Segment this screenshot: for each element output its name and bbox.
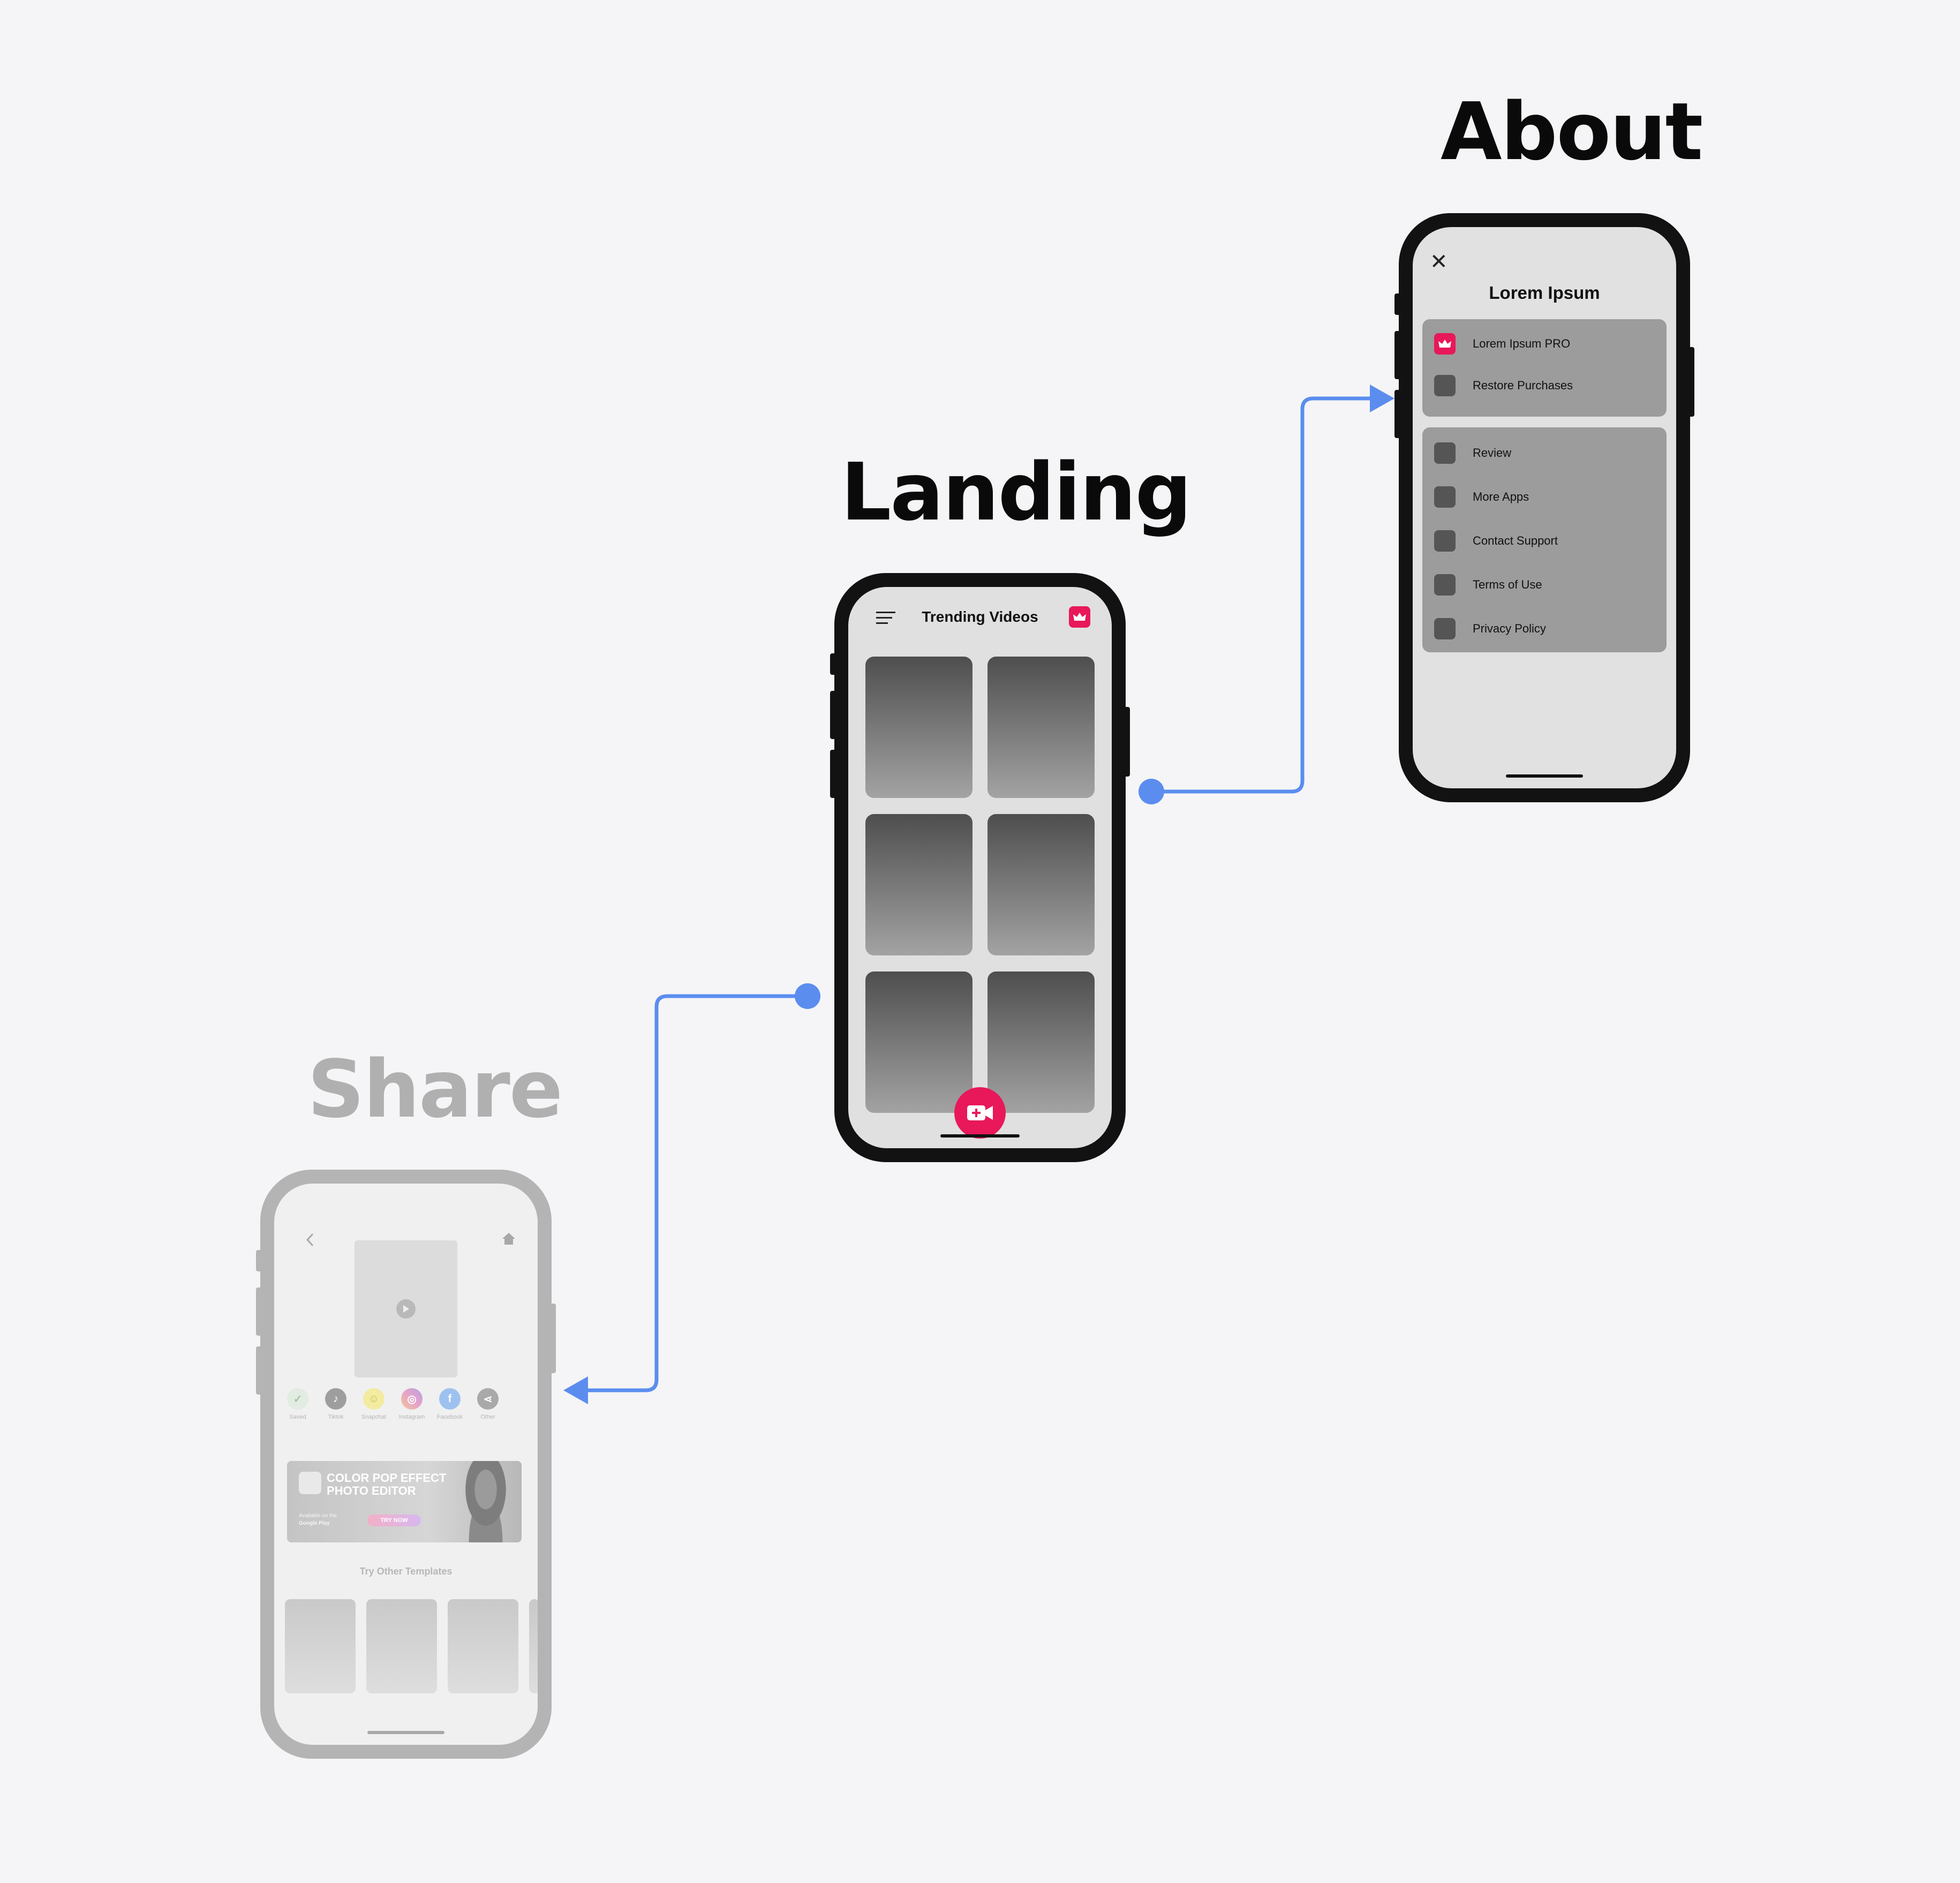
crown-icon[interactable] [1069,606,1090,628]
video-add-icon[interactable] [954,1087,1006,1139]
video-preview[interactable] [355,1240,457,1377]
apps-icon [1434,486,1456,508]
share-other[interactable]: ⋖ Other [472,1388,504,1420]
video-tile[interactable] [865,971,973,1113]
phone-about: ✕ Lorem Ipsum Lorem Ipsum PRO Restore Pu… [1394,213,1694,802]
close-icon[interactable]: ✕ [1430,250,1448,274]
landing-screen: Trending Videos [848,587,1112,1148]
share-facebook[interactable]: f Facebook [434,1388,466,1420]
banner-title-line1: COLOR POP EFFECT [327,1471,447,1485]
about-card-purchases: Lorem Ipsum PRO Restore Purchases [1422,319,1667,417]
phone-landing: Trending Videos [830,573,1130,1162]
crown-icon [1434,333,1456,355]
home-icon[interactable] [501,1232,516,1246]
privacy-icon [1434,618,1456,639]
banner-available: Available on the [299,1513,337,1519]
about-screen: ✕ Lorem Ipsum Lorem Ipsum PRO Restore Pu… [1413,227,1676,788]
banner-title-line2: PHOTO EDITOR [327,1484,416,1497]
instagram-icon: ◎ [401,1388,423,1410]
share-saved[interactable]: ✓ Saved [282,1388,314,1420]
heading-about: About [1441,86,1703,178]
phone-share: ✓ Saved ♪ Tiktok ☺ Snapchat ◎ Instagram … [256,1170,556,1759]
home-indicator [1506,774,1583,778]
template-tile[interactable] [529,1599,538,1693]
menu-item-privacy[interactable]: Privacy Policy [1434,618,1667,639]
terms-icon [1434,574,1456,596]
restore-icon [1434,375,1456,396]
video-tile[interactable] [865,814,973,955]
menu-item-pro[interactable]: Lorem Ipsum PRO [1434,333,1667,355]
share-tiktok[interactable]: ♪ Tiktok [320,1388,352,1420]
menu-item-terms[interactable]: Terms of Use [1434,574,1667,596]
play-icon[interactable] [396,1299,416,1319]
share-snapchat[interactable]: ☺ Snapchat [358,1388,390,1420]
template-tile[interactable] [366,1599,437,1693]
connector-start-dot [1139,779,1164,804]
home-indicator [940,1134,1020,1138]
video-tile[interactable] [865,657,973,798]
try-other-templates-label: Try Other Templates [359,1566,453,1577]
connector-landing-to-about [1151,396,1371,794]
template-tile[interactable] [448,1599,518,1693]
back-icon[interactable] [304,1232,316,1248]
share-icon: ⋖ [477,1388,499,1410]
promo-banner[interactable]: COLOR POP EFFECT PHOTO EDITOR Available … [287,1461,522,1542]
connector-arrowhead [563,1376,588,1404]
video-tile[interactable] [987,814,1095,955]
menu-icon[interactable] [876,612,895,628]
share-instagram[interactable]: ◎ Instagram [396,1388,428,1420]
template-tile[interactable] [285,1599,356,1693]
landing-title: Trending Videos [922,608,1038,625]
banner-portrait [456,1461,515,1542]
connector-start-dot [795,983,820,1009]
home-indicator [367,1731,444,1734]
connector-landing-to-share [587,994,808,1392]
try-now-button[interactable]: TRY NOW [367,1515,421,1526]
review-icon [1434,442,1456,464]
menu-item-contact-support[interactable]: Contact Support [1434,530,1667,552]
support-icon [1434,530,1456,552]
video-tile[interactable] [987,657,1095,798]
about-card-links: Review More Apps Contact Support Terms o… [1422,427,1667,652]
video-tile[interactable] [987,971,1095,1113]
menu-item-more-apps[interactable]: More Apps [1434,486,1667,508]
connector-arrowhead [1370,385,1394,412]
about-title: Lorem Ipsum [1489,283,1600,303]
heading-landing: Landing [841,446,1192,538]
facebook-icon: f [439,1388,461,1410]
check-icon: ✓ [287,1388,308,1410]
menu-item-review[interactable]: Review [1434,442,1667,464]
snapchat-icon: ☺ [363,1388,385,1410]
menu-item-restore[interactable]: Restore Purchases [1434,375,1667,396]
app-logo-icon [299,1472,321,1494]
share-screen: ✓ Saved ♪ Tiktok ☺ Snapchat ◎ Instagram … [274,1184,538,1745]
banner-store: Google Play [299,1520,330,1526]
tiktok-icon: ♪ [325,1388,346,1410]
heading-share: Share [307,1043,563,1135]
